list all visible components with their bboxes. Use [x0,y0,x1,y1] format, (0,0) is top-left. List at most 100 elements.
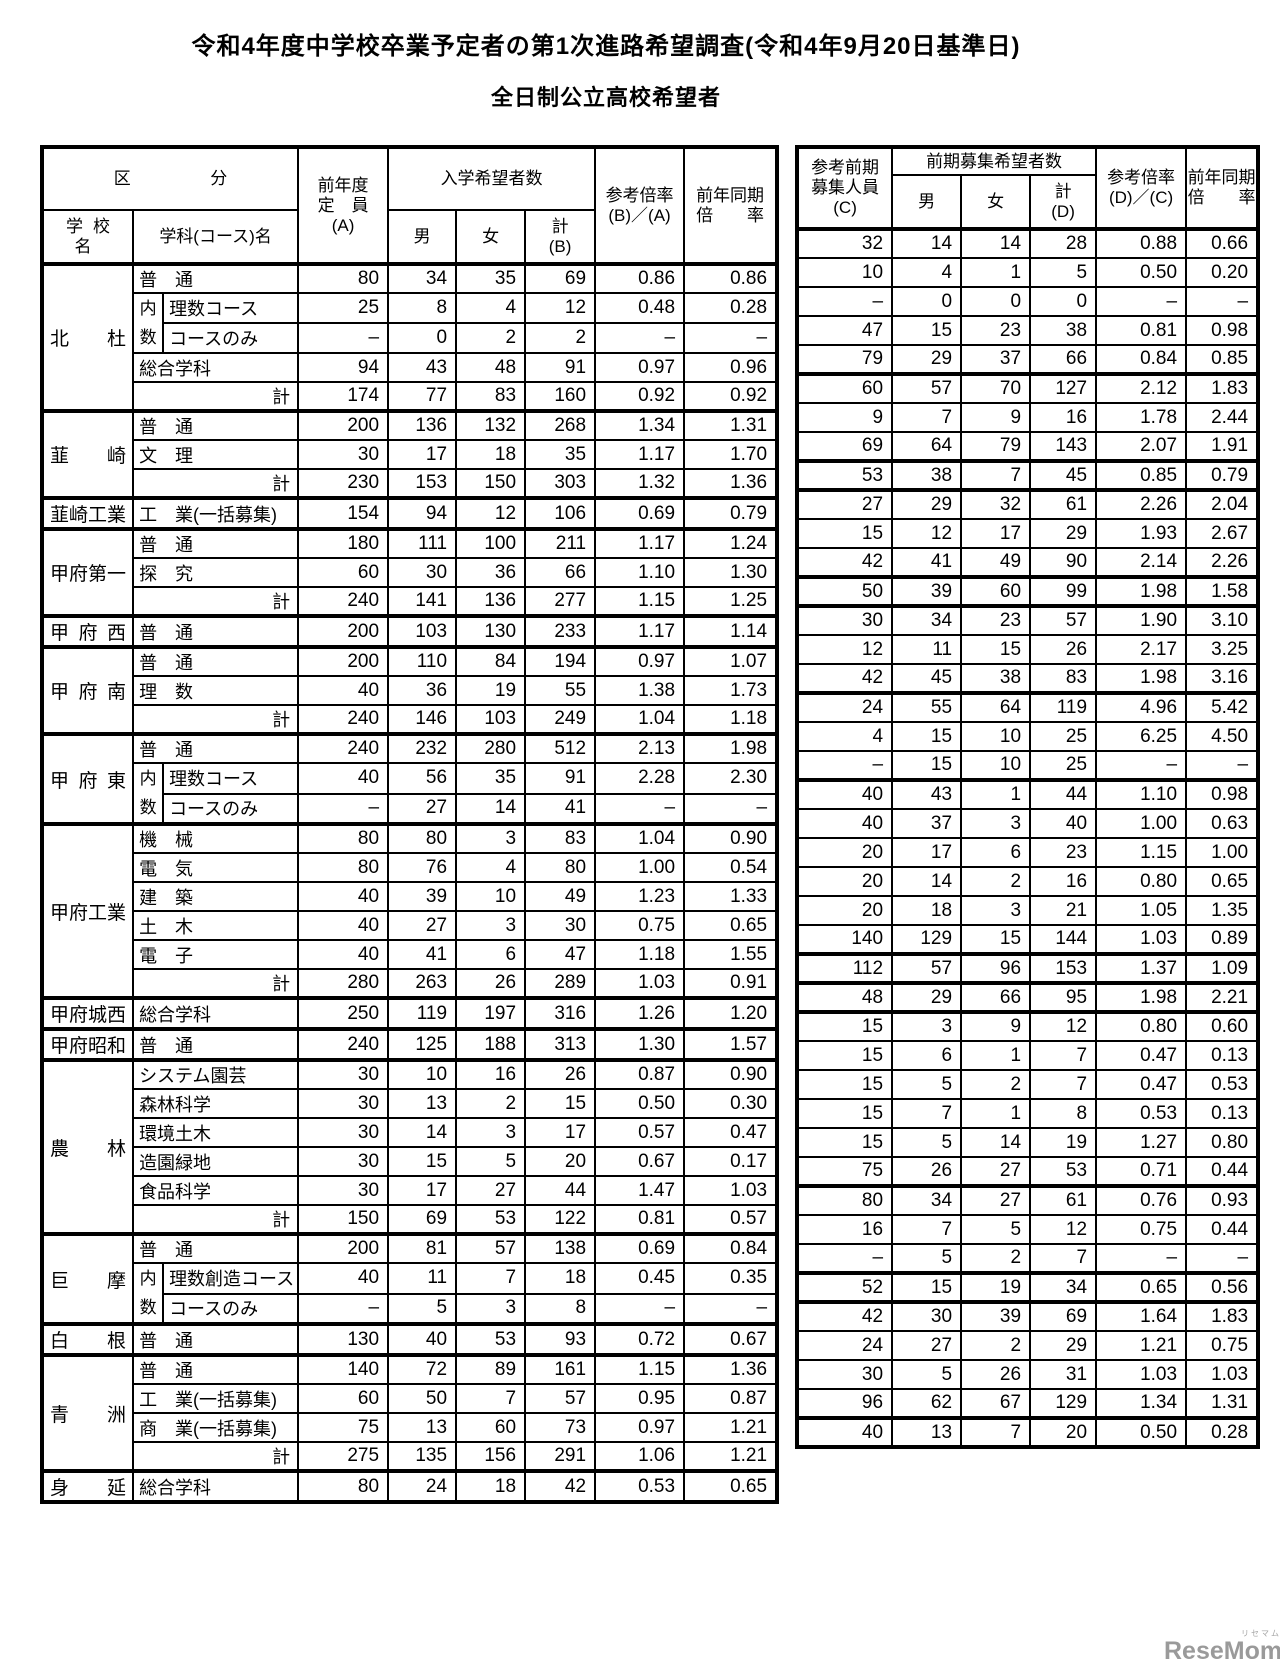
cell-prev-ratio: 1.03 [1185,1359,1260,1390]
cell-male: 80 [387,823,458,854]
cell-ratio: 1.04 [594,823,686,854]
cell-male: 7 [891,1214,963,1245]
school-name: 昭 [88,1036,108,1057]
cell-prev-ratio: 0.54 [683,852,779,883]
cell-capacity: 20 [796,866,894,897]
cell-male: 18 [891,895,963,926]
cell-female: 6 [455,939,527,970]
cell-capacity: 40 [297,910,390,941]
table-row: 4 15 10 25 6.25 4.50 [796,721,1260,752]
cell-capacity: – [796,750,894,782]
cell-ratio: 1.03 [1095,924,1188,956]
cell-female: 3 [960,895,1032,926]
cell-prev-ratio: 0.35 [683,1262,779,1295]
cell-prev-ratio: 1.31 [683,410,779,441]
cell-male: 232 [387,733,458,764]
cell-total: 303 [524,468,597,500]
cell-capacity: – [796,286,894,317]
cell-female: 19 [960,1272,1032,1304]
cell-ratio: 0.50 [594,1088,686,1119]
total-label-cell: 計 [132,1204,300,1236]
school-name: 甲 [50,682,70,703]
cell-male: 4 [891,257,963,288]
table-row: 巨摩普 通 200 81 57 138 0.69 0.84 [40,1233,779,1326]
cell-capacity: 200 [297,410,390,441]
course-name-cell: 工 業(一括募集) [132,1383,300,1414]
school-name: 城 [88,1005,108,1026]
cell-total: 47 [524,939,597,970]
cell-female: 16 [455,1059,527,1090]
table-row: 75 26 27 53 0.71 0.44 [796,1156,1260,1188]
table-row: 30 34 23 57 1.90 3.10 [796,605,1260,636]
table-row: 建 築 40 39 10 49 1.23 1.33 [42,881,779,912]
cell-ratio: 1.15 [594,586,686,618]
cell-male: 34 [891,605,963,636]
school-name: 工 [88,505,108,526]
cell-total: 122 [524,1204,597,1236]
cell-ratio: 1.00 [594,852,686,883]
cell-male: 12 [891,518,963,549]
cell-female: 27 [455,1175,527,1206]
cell-capacity: 75 [297,1412,390,1443]
table-row: 北杜普 通 80 34 35 69 0.86 0.86 [40,263,779,413]
header-male: 男 [891,174,963,231]
cell-ratio: 0.87 [594,1059,686,1090]
school-name: 青 [50,1404,70,1426]
cell-male: 14 [891,866,963,897]
cell-female: 17 [960,518,1032,549]
right-table-header: 参考前期 募集人員 (C) 前期募集希望者数 参考倍率 (D)／(C) 前年同期… [796,146,1260,231]
table-row: 15 6 1 7 0.47 0.13 [796,1040,1260,1071]
table-row: 96 62 67 129 1.34 1.31 [796,1388,1260,1420]
cell-total: 7 [1029,1040,1098,1071]
table-row: 20 14 2 16 0.80 0.65 [796,866,1260,897]
school-name: 甲 [50,1036,70,1057]
table-row: 47 15 23 38 0.81 0.98 [796,315,1260,346]
cell-female: 36 [455,557,527,588]
total-label-cell: 計 [132,586,300,618]
course-name-cell: 普 通 [132,1233,300,1264]
cell-ratio: 0.97 [594,646,686,677]
cell-capacity: – [796,1243,894,1275]
cell-ratio: 0.80 [1095,866,1188,897]
cell-ratio: 4.96 [1095,692,1188,723]
cell-total: 16 [1029,866,1098,897]
school-name: 甲 [50,1005,70,1026]
cell-ratio: 2.07 [1095,431,1188,463]
course-name-cell: 理数創造コース [162,1262,300,1295]
cell-male: 30 [891,1301,963,1332]
header-ref-ratio-ba: 参考倍率 (B)／(A) [594,146,686,266]
cell-total: 26 [524,1059,597,1090]
cell-prev-ratio: 2.21 [1185,982,1260,1014]
cell-male: 146 [387,704,458,736]
cell-female: 4 [455,852,527,883]
cell-female: 3 [455,823,527,854]
cell-prev-ratio: 1.21 [683,1441,779,1473]
cell-male: 57 [891,953,963,985]
school-name: 一 [107,564,127,585]
cell-capacity: 130 [297,1323,390,1357]
cell-prev-ratio: 0.53 [1185,1069,1260,1100]
cell-male: 27 [387,792,458,826]
table-row: 総合学科 94 43 48 91 0.97 0.96 [42,352,779,383]
logo-ruby-text: リセマム [1241,1629,1280,1638]
cell-capacity: 4 [796,721,894,752]
cell-capacity: 30 [796,1359,894,1390]
table-row: 40 43 1 44 1.10 0.98 [796,779,1260,810]
cell-female: 27 [960,1156,1032,1188]
cell-ratio: – [594,322,686,354]
cell-male: 64 [891,431,963,463]
course-name-cell: 普 通 [132,733,300,764]
cell-capacity: 15 [796,1069,894,1100]
cell-ratio: 0.97 [594,1412,686,1443]
cell-ratio: 1.32 [594,468,686,500]
cell-prev-ratio: 1.20 [683,997,779,1031]
table-row: 内 数理数創造コース 40 11 7 18 0.45 0.35 [42,1262,779,1326]
cell-total: 34 [1029,1272,1098,1304]
header-capacity-a: 前年度 定 員 (A) [297,146,390,266]
cell-male: 7 [891,402,963,433]
cell-ratio: 0.85 [1095,460,1188,492]
cell-female: 103 [455,704,527,736]
cell-total: 95 [1029,982,1098,1014]
cell-prev-ratio: 0.17 [683,1146,779,1177]
cell-ratio: 1.18 [594,939,686,970]
